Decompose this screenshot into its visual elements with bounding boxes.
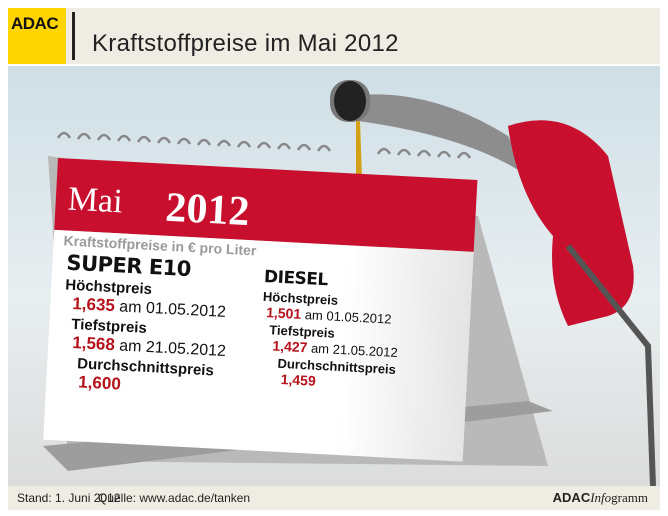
calendar-month: Mai [66, 180, 124, 221]
max-date: am 01.05.2012 [118, 298, 227, 321]
min-value: 1,568 [71, 333, 116, 355]
max-value: 1,501 [265, 304, 302, 322]
max-value: 1,635 [71, 293, 116, 316]
min-date: am 21.05.2012 [118, 337, 227, 361]
fuel-hose-icon [348, 94, 528, 176]
source-link: Quelle: www.adac.de/tanken [98, 491, 251, 505]
super-e10-column: SUPER E10 Höchstpreis 1,635 am 01.05.201… [60, 251, 231, 400]
page-title: Kraftstoffpreise im Mai 2012 [92, 30, 399, 57]
diesel-column: DIESEL Höchstpreis 1,501 am 01.05.2012 T… [258, 267, 401, 393]
calendar-rings-icon [56, 131, 472, 159]
calendar-page: Kraftstoffpreise in € pro Liter SUPER E1… [43, 229, 474, 462]
max-date: am 01.05.2012 [304, 307, 392, 327]
header: ADAC Kraftstoffpreise im Mai 2012 [8, 8, 660, 64]
calendar-year: 2012 [164, 184, 251, 236]
fuel-nozzle-icon [508, 120, 634, 327]
min-date: am 21.05.2012 [310, 340, 399, 361]
calendar: Mai 2012 Kraftstoffpreise in € pro Liter… [43, 158, 478, 470]
divider [72, 12, 75, 60]
adac-infogramm-logo: ADACInfogramm [552, 490, 648, 505]
avg-value: 1,600 [77, 372, 122, 394]
adac-logo: ADAC [8, 8, 66, 64]
avg-value: 1,459 [280, 370, 317, 389]
stand-date: Stand: 1. Juni 2012 [17, 491, 121, 505]
min-value: 1,427 [272, 337, 308, 356]
footer: Stand: 1. Juni 2012 Quelle: www.adac.de/… [8, 486, 660, 510]
